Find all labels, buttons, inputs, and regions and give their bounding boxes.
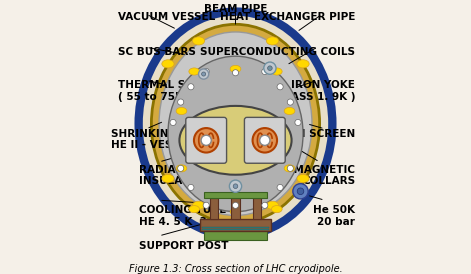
Ellipse shape [297,175,309,182]
Bar [210,198,218,219]
Circle shape [264,62,276,74]
Text: He 50K
20 bar: He 50K 20 bar [313,205,355,227]
Text: IRON YOKE
( COLD MASS 1. 9K ): IRON YOKE ( COLD MASS 1. 9K ) [237,80,355,102]
Circle shape [260,135,270,145]
Ellipse shape [151,24,320,223]
Circle shape [287,99,293,105]
Ellipse shape [179,106,292,175]
Circle shape [203,202,209,208]
Circle shape [268,66,272,70]
Bar [204,192,267,198]
Circle shape [295,119,301,125]
Circle shape [233,184,238,189]
Bar [253,198,261,219]
Text: SHRINKING CYLINDER
HE II - VESSEL: SHRINKING CYLINDER HE II - VESSEL [111,129,238,150]
Text: COOLING TUBE
HE 4. 5 K  3 bar: COOLING TUBE HE 4. 5 K 3 bar [138,205,230,227]
Circle shape [203,68,209,75]
Circle shape [252,128,277,153]
Bar [203,230,268,240]
Circle shape [293,184,308,199]
Text: HEAT EXCHANGER PIPE: HEAT EXCHANGER PIPE [220,12,355,22]
Ellipse shape [297,60,309,68]
Ellipse shape [266,201,278,209]
Ellipse shape [168,56,303,212]
Circle shape [262,202,268,208]
Text: SC BUS BARS: SC BUS BARS [118,47,196,57]
Text: BEAM SCREEN: BEAM SCREEN [272,129,355,139]
Ellipse shape [284,107,295,115]
Text: SUPPORT POST: SUPPORT POST [138,241,228,251]
Ellipse shape [162,60,174,68]
Ellipse shape [230,208,241,215]
Text: Figure 1.3: Cross section of LHC cryodipole.: Figure 1.3: Cross section of LHC cryodip… [129,264,342,274]
Circle shape [202,72,206,76]
Ellipse shape [159,32,312,215]
Bar [200,219,271,231]
Bar [231,198,240,219]
Text: THERMAL SHIELD
( 55 to 75K ): THERMAL SHIELD ( 55 to 75K ) [118,80,220,102]
Bar [202,227,269,228]
Circle shape [297,188,304,195]
FancyBboxPatch shape [244,117,285,163]
Circle shape [233,202,238,208]
Text: BEAM PIPE: BEAM PIPE [204,4,267,14]
Ellipse shape [193,37,205,45]
Text: RADIATIVE
INSULATION: RADIATIVE INSULATION [138,164,210,186]
Ellipse shape [138,12,333,236]
Ellipse shape [271,206,282,213]
Circle shape [277,184,283,190]
Ellipse shape [176,107,187,115]
Ellipse shape [189,206,200,213]
Circle shape [188,84,194,90]
Circle shape [201,135,211,145]
Circle shape [287,165,293,172]
Ellipse shape [230,65,241,73]
Circle shape [194,128,219,153]
Ellipse shape [271,68,282,75]
Ellipse shape [266,37,278,45]
Circle shape [262,68,268,75]
Ellipse shape [162,175,174,182]
Circle shape [188,184,194,190]
Text: NON-MAGNETIC
COLLARS: NON-MAGNETIC COLLARS [263,164,355,186]
Circle shape [233,70,238,76]
Circle shape [277,84,283,90]
Ellipse shape [189,68,200,75]
Ellipse shape [193,201,205,209]
Circle shape [170,119,176,125]
Bar [202,229,269,230]
Circle shape [178,99,184,105]
Circle shape [178,165,184,172]
Ellipse shape [176,165,187,172]
Text: SUPERCONDUCTING COILS: SUPERCONDUCTING COILS [200,47,355,57]
FancyBboxPatch shape [186,117,227,163]
Circle shape [199,69,209,79]
Text: VACUUM VESSEL: VACUUM VESSEL [118,12,216,22]
Ellipse shape [284,165,295,172]
Circle shape [229,180,242,192]
